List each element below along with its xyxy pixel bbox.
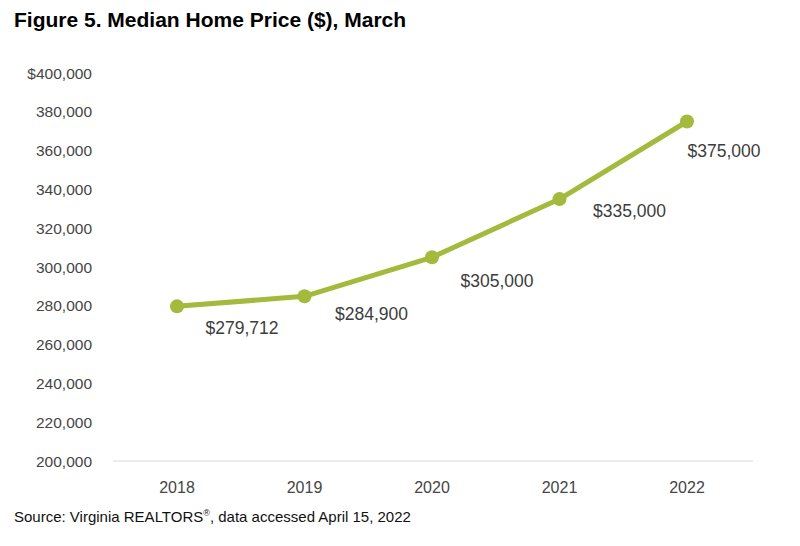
- data-point-marker: [553, 192, 567, 206]
- y-tick-label: 360,000: [36, 142, 92, 159]
- data-point-label: $284,900: [335, 304, 408, 324]
- source-note: Source: Virginia REALTORS®, data accesse…: [14, 508, 411, 525]
- x-tick-label: 2021: [542, 479, 578, 496]
- y-tick-label: 240,000: [36, 375, 92, 392]
- x-tick-label: 2022: [669, 479, 705, 496]
- y-tick-label: 320,000: [36, 220, 92, 237]
- y-tick-label: 220,000: [36, 414, 92, 431]
- data-point-label: $335,000: [593, 201, 666, 221]
- y-tick-label: 380,000: [36, 103, 92, 120]
- x-tick-label: 2019: [287, 479, 323, 496]
- source-date-text: , data accessed April 15, 2022: [210, 508, 411, 525]
- line-chart: $400,000 380,000 360,000 340,000 320,000 300,…: [0, 0, 800, 546]
- registered-trademark-icon: ®: [203, 508, 210, 518]
- data-point-label: $305,000: [461, 271, 534, 291]
- y-tick-label: 300,000: [36, 259, 92, 276]
- data-point-label: $279,712: [206, 318, 279, 338]
- data-point-marker: [298, 289, 312, 303]
- y-tick-label: 280,000: [36, 297, 92, 314]
- y-tick-label: $400,000: [27, 65, 92, 82]
- figure-container: Figure 5. Median Home Price ($), March $…: [0, 0, 800, 546]
- data-point-marker: [170, 299, 184, 313]
- source-text: Source: Virginia REALTORS: [14, 508, 203, 525]
- x-tick-label: 2018: [159, 479, 195, 496]
- x-tick-label: 2020: [414, 479, 450, 496]
- y-tick-label: 340,000: [36, 181, 92, 198]
- data-point-label: $375,000: [688, 141, 761, 161]
- y-tick-label: 260,000: [36, 336, 92, 353]
- data-point-marker: [680, 115, 694, 129]
- y-tick-label: 200,000: [36, 453, 92, 470]
- data-point-marker: [425, 250, 439, 264]
